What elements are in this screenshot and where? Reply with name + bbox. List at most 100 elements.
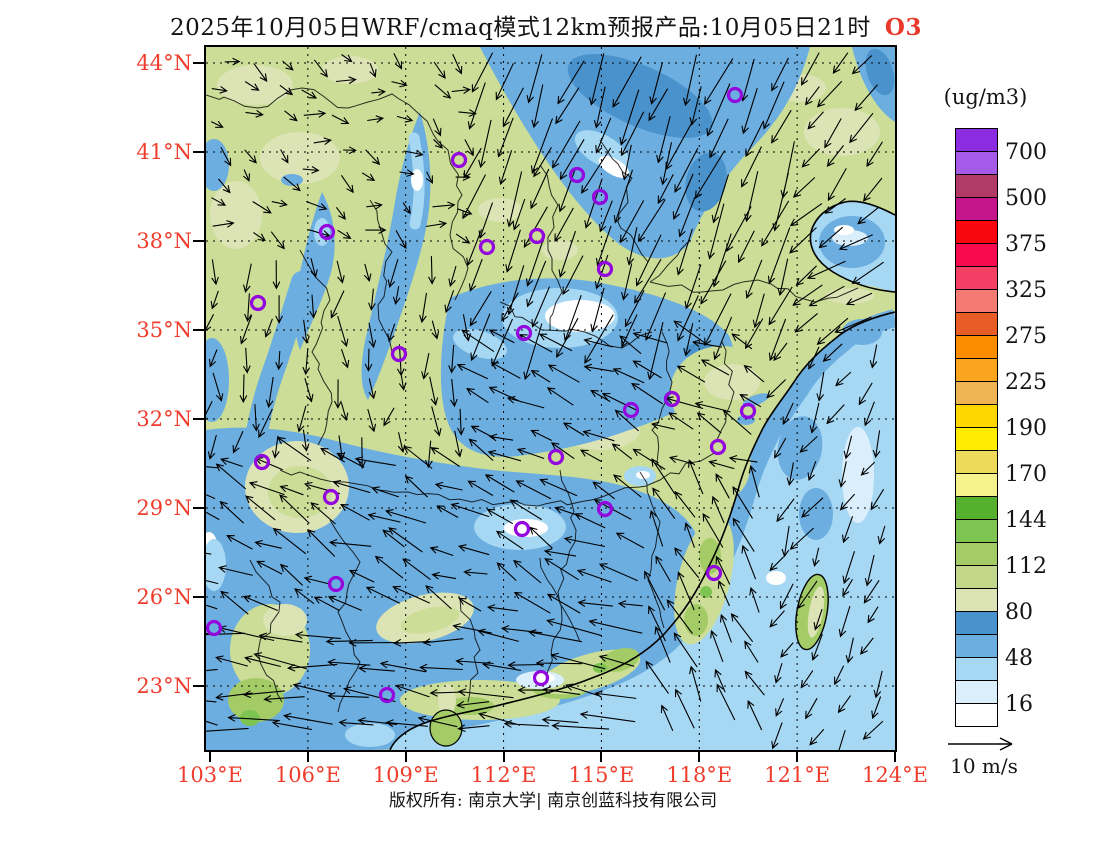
copyright-text: 版权所有: 南京大学| 南京创蓝科技有限公司	[388, 791, 718, 811]
legend-cell	[955, 335, 998, 359]
city-marker	[513, 520, 531, 538]
legend-cell	[955, 358, 998, 382]
province-borders	[206, 87, 859, 713]
lon-tick-label: 124°E	[862, 763, 928, 787]
grid-lines	[206, 47, 895, 750]
lon-tick-label: 106°E	[274, 763, 341, 787]
legend-cell	[955, 542, 998, 566]
land-over-sea	[206, 284, 894, 747]
legend-cell	[955, 519, 998, 543]
city-marker	[390, 345, 408, 363]
wind-arrow-field	[206, 52, 886, 750]
city-marker	[253, 453, 271, 471]
legend-cell	[955, 266, 998, 290]
lon-tick-label: 118°E	[666, 763, 733, 787]
wind-scale-label: 10 m/s	[950, 754, 1018, 778]
lon-tick	[502, 750, 505, 762]
legend-cell	[955, 473, 998, 497]
lon-tick	[894, 750, 896, 762]
city-marker	[568, 166, 586, 184]
lat-tick-label: 26°N	[136, 585, 192, 609]
legend-tick-label: 144	[1005, 508, 1047, 533]
lat-tick-label: 38°N	[136, 229, 192, 253]
lon-tick	[404, 750, 407, 762]
legend-cell	[955, 128, 998, 152]
legend-tick-label: 275	[1005, 324, 1047, 349]
hainan-island	[429, 709, 463, 747]
lat-tick	[193, 685, 206, 687]
lat-tick-label: 29°N	[136, 496, 192, 520]
lat-tick	[193, 507, 206, 509]
legend-cell	[955, 312, 998, 336]
legend-tick-label: 700	[1005, 140, 1047, 165]
legend-cell	[955, 657, 998, 681]
legend-cell	[955, 680, 998, 704]
lon-tick-label: 121°E	[764, 763, 831, 787]
legend-cell	[955, 404, 998, 428]
lat-tick	[193, 151, 206, 153]
city-marker	[726, 86, 744, 104]
legend-cell	[955, 243, 998, 267]
lat-tick-label: 23°N	[136, 674, 192, 698]
city-marker	[596, 500, 614, 518]
lon-tick	[796, 750, 799, 762]
lon-tick	[600, 750, 603, 762]
city-marker	[547, 448, 565, 466]
lon-tick	[698, 750, 701, 762]
legend-tick-label: 112	[1005, 554, 1047, 579]
page-title: 2025年10月05日WRF/cmaq模式12km预报产品:10月05日21时 O…	[170, 8, 921, 42]
city-marker	[318, 223, 336, 241]
lat-tick-label: 32°N	[136, 407, 192, 431]
lat-tick	[193, 418, 206, 420]
city-marker	[739, 402, 757, 420]
title-species: O3	[884, 14, 922, 41]
city-marker	[450, 151, 468, 169]
legend-cell	[955, 289, 998, 313]
city-markers	[206, 86, 757, 704]
lat-tick-label: 44°N	[136, 51, 192, 75]
wind-scale-arrow	[948, 737, 1013, 751]
city-marker	[515, 324, 533, 342]
legend-cell	[955, 151, 998, 175]
lon-tick-label: 103°E	[177, 763, 243, 787]
legend-tick-label: 190	[1005, 416, 1047, 441]
legend-cell	[955, 174, 998, 198]
lon-tick	[306, 750, 309, 762]
city-marker	[596, 260, 614, 278]
legend-cell	[955, 496, 998, 520]
city-marker	[663, 390, 681, 408]
map-frame	[204, 45, 897, 752]
city-marker	[532, 669, 550, 687]
city-marker	[709, 438, 727, 456]
lat-tick	[193, 596, 206, 598]
legend-tick-label: 16	[1005, 692, 1033, 717]
legend-tick-label: 500	[1005, 186, 1047, 211]
city-marker	[528, 227, 546, 245]
lat-tick-label: 35°N	[136, 318, 192, 342]
city-marker	[591, 188, 609, 206]
city-marker	[249, 294, 267, 312]
legend-tick-label: 170	[1005, 462, 1047, 487]
lon-tick-label: 112°E	[470, 763, 537, 787]
legend-cell	[955, 427, 998, 451]
lat-tick	[193, 329, 206, 331]
legend-cell	[955, 565, 998, 589]
city-marker	[478, 238, 496, 256]
lat-tick-label: 41°N	[136, 140, 192, 164]
legend-cell	[955, 381, 998, 405]
lon-tick	[209, 750, 211, 762]
lon-tick-label: 109°E	[372, 763, 439, 787]
lat-tick	[193, 62, 206, 64]
city-marker	[327, 575, 345, 593]
legend-tick-label: 225	[1005, 370, 1047, 395]
legend-tick-label: 325	[1005, 278, 1047, 303]
city-marker	[206, 619, 223, 637]
legend-cell	[955, 588, 998, 612]
legend-cell	[955, 634, 998, 658]
legend-unit-label: (ug/m3)	[943, 85, 1028, 109]
legend-tick-label: 80	[1005, 600, 1033, 625]
legend-tick-label: 375	[1005, 232, 1047, 257]
lon-tick-label: 115°E	[568, 763, 635, 787]
legend-cell	[955, 611, 998, 635]
forecast-map	[206, 47, 895, 750]
